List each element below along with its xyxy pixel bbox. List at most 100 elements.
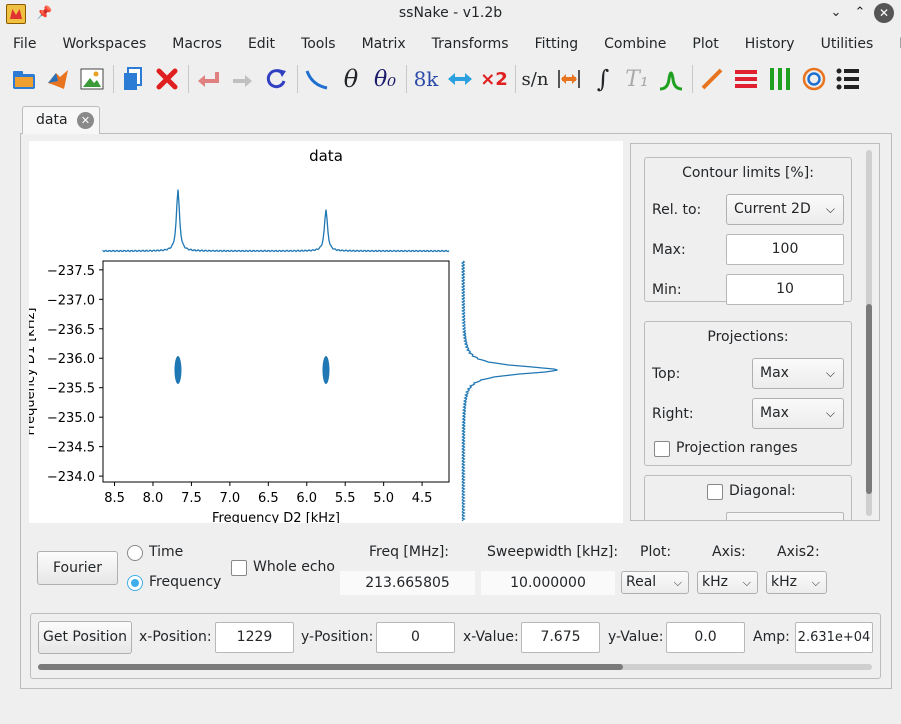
diagonal-group: Diagonal:: [644, 475, 852, 520]
matlab-icon[interactable]: [42, 63, 74, 95]
plot-type-select[interactable]: Real ⌵: [621, 571, 689, 594]
menu-macros[interactable]: Macros: [172, 36, 222, 52]
diagonal-field[interactable]: [726, 512, 844, 520]
x-axis-label: Frequency D2 [kHz]: [212, 511, 340, 523]
toolbar-separator: [406, 65, 407, 93]
stack-plot-icon[interactable]: [730, 63, 762, 95]
time-radio[interactable]: [127, 545, 143, 561]
menu-help[interactable]: Help: [886, 32, 901, 56]
rel-to-select[interactable]: Current 2D ⌵: [726, 194, 844, 225]
integral-icon[interactable]: ∫: [596, 65, 610, 93]
plot-svg: data 8.5 8.0 7.5 7.0 6.5 6.0 5.5 5.0 4.5 −237.5 −23…: [23, 147, 558, 526]
image-export-icon[interactable]: [76, 63, 108, 95]
open-folder-icon[interactable]: [8, 63, 40, 95]
amp-field[interactable]: 2.631e+04: [795, 622, 873, 653]
fourier-button[interactable]: Fourier: [37, 551, 118, 585]
axis2-select[interactable]: kHz ⌵: [766, 571, 827, 594]
menu-file[interactable]: File: [13, 36, 37, 52]
plot-type-value: Real: [626, 574, 657, 590]
tab-close-icon[interactable]: ✕: [77, 112, 94, 129]
projections-title: Projections:: [707, 329, 789, 345]
min-field[interactable]: 10: [726, 274, 844, 305]
position-frame: [30, 613, 881, 679]
window-title: ssNake - v1.2b: [398, 5, 503, 21]
freq-field[interactable]: 213.665805: [340, 571, 475, 595]
contour-peak: [322, 356, 330, 385]
list-icon[interactable]: [832, 63, 864, 95]
toolbar-separator: [297, 65, 298, 93]
menu-workspaces[interactable]: Workspaces: [62, 36, 147, 52]
sizing-icon[interactable]: 8k: [413, 67, 439, 91]
undo-icon[interactable]: [192, 63, 224, 95]
axis2-header: Axis2:: [777, 544, 820, 560]
plot-canvas[interactable]: data 8.5 8.0 7.5 7.0 6.5 6.0 5.5 5.0 4.5 −237.5 −23…: [23, 141, 623, 526]
swap-icon[interactable]: [444, 63, 476, 95]
theta0-icon[interactable]: θ₀: [373, 66, 397, 92]
menu-edit[interactable]: Edit: [247, 36, 276, 52]
axis-header: Axis:: [712, 544, 746, 560]
toolbar-separator: [515, 65, 516, 93]
right-projection-select[interactable]: Max ⌵: [752, 398, 844, 429]
y-value-field[interactable]: 0.0: [666, 622, 745, 653]
x-value-field[interactable]: 7.675: [521, 622, 600, 653]
line-plot-icon[interactable]: [696, 63, 728, 95]
frequency-label: Frequency: [149, 574, 222, 590]
right-label: Right:: [652, 406, 694, 422]
y-position-field[interactable]: 0: [376, 622, 455, 653]
sweepwidth-icon[interactable]: [553, 63, 585, 95]
horizontal-scrollbar-thumb[interactable]: [38, 664, 623, 670]
menu-bar: File Workspaces Macros Edit Tools Matrix Trans…: [0, 32, 901, 56]
theta-icon[interactable]: θ: [343, 65, 359, 93]
menu-tools[interactable]: Tools: [301, 36, 336, 52]
zerofill-icon[interactable]: ×2: [480, 68, 508, 90]
axis2-value: kHz: [771, 574, 797, 590]
title-bar: [0, 0, 901, 28]
phase-icon[interactable]: [301, 63, 333, 95]
tab-data[interactable]: data ✕: [22, 106, 100, 134]
projection-ranges-checkbox[interactable]: [654, 441, 670, 457]
x-tick-label: 5.5: [335, 491, 356, 506]
contour-plot-icon[interactable]: [798, 63, 830, 95]
menu-utilities[interactable]: Utilities: [820, 36, 874, 52]
minimize-icon[interactable]: ⌄: [830, 5, 842, 20]
toolbar-separator: [188, 65, 189, 93]
contour-limits-title: Contour limits [%]:: [682, 165, 814, 181]
right-projection-value: Max: [760, 405, 789, 421]
axis-select[interactable]: kHz ⌵: [697, 571, 758, 594]
y-tick-label: −236.0: [47, 352, 95, 367]
pin-icon[interactable]: 📌: [36, 6, 53, 21]
whole-echo-checkbox[interactable]: [231, 560, 247, 576]
menu-fitting[interactable]: Fitting: [534, 36, 579, 52]
side-panel-scrollbar-thumb[interactable]: [866, 304, 872, 494]
frequency-radio[interactable]: [127, 575, 143, 591]
app-icon: [6, 4, 26, 24]
delete-icon[interactable]: [151, 63, 183, 95]
array-plot-icon[interactable]: [764, 63, 796, 95]
menu-combine[interactable]: Combine: [604, 36, 667, 52]
side-panel: Contour limits [%]: Rel. to: Current 2D ⌵…: [630, 143, 880, 521]
max-field[interactable]: 100: [726, 234, 844, 265]
chevron-down-icon: ⌵: [825, 406, 835, 420]
x-position-field[interactable]: 1229: [215, 622, 294, 653]
t1-icon[interactable]: T₁: [625, 66, 649, 92]
menu-history[interactable]: History: [744, 36, 795, 52]
sweepwidth-field[interactable]: 10.000000: [481, 571, 615, 595]
close-icon[interactable]: ✕: [874, 3, 894, 23]
x-value-label: x-Value:: [463, 629, 519, 645]
x-tick-label: 4.5: [412, 491, 433, 506]
redo-icon[interactable]: [226, 63, 258, 95]
copy-icon[interactable]: [117, 63, 149, 95]
peak-icon[interactable]: [655, 63, 687, 95]
menu-transforms[interactable]: Transforms: [431, 36, 509, 52]
reload-icon[interactable]: [260, 63, 292, 95]
menu-plot[interactable]: Plot: [692, 36, 719, 52]
maximize-icon[interactable]: ⌃: [854, 5, 866, 20]
y-tick-label: −234.0: [47, 470, 95, 485]
menu-matrix[interactable]: Matrix: [361, 36, 406, 52]
snr-icon[interactable]: s/n: [521, 68, 549, 90]
diagonal-checkbox[interactable]: [707, 484, 723, 500]
y-tick-label: −234.5: [47, 441, 95, 456]
top-projection-line: [102, 189, 450, 253]
get-position-button[interactable]: Get Position: [38, 621, 132, 654]
top-projection-select[interactable]: Max ⌵: [752, 358, 844, 389]
